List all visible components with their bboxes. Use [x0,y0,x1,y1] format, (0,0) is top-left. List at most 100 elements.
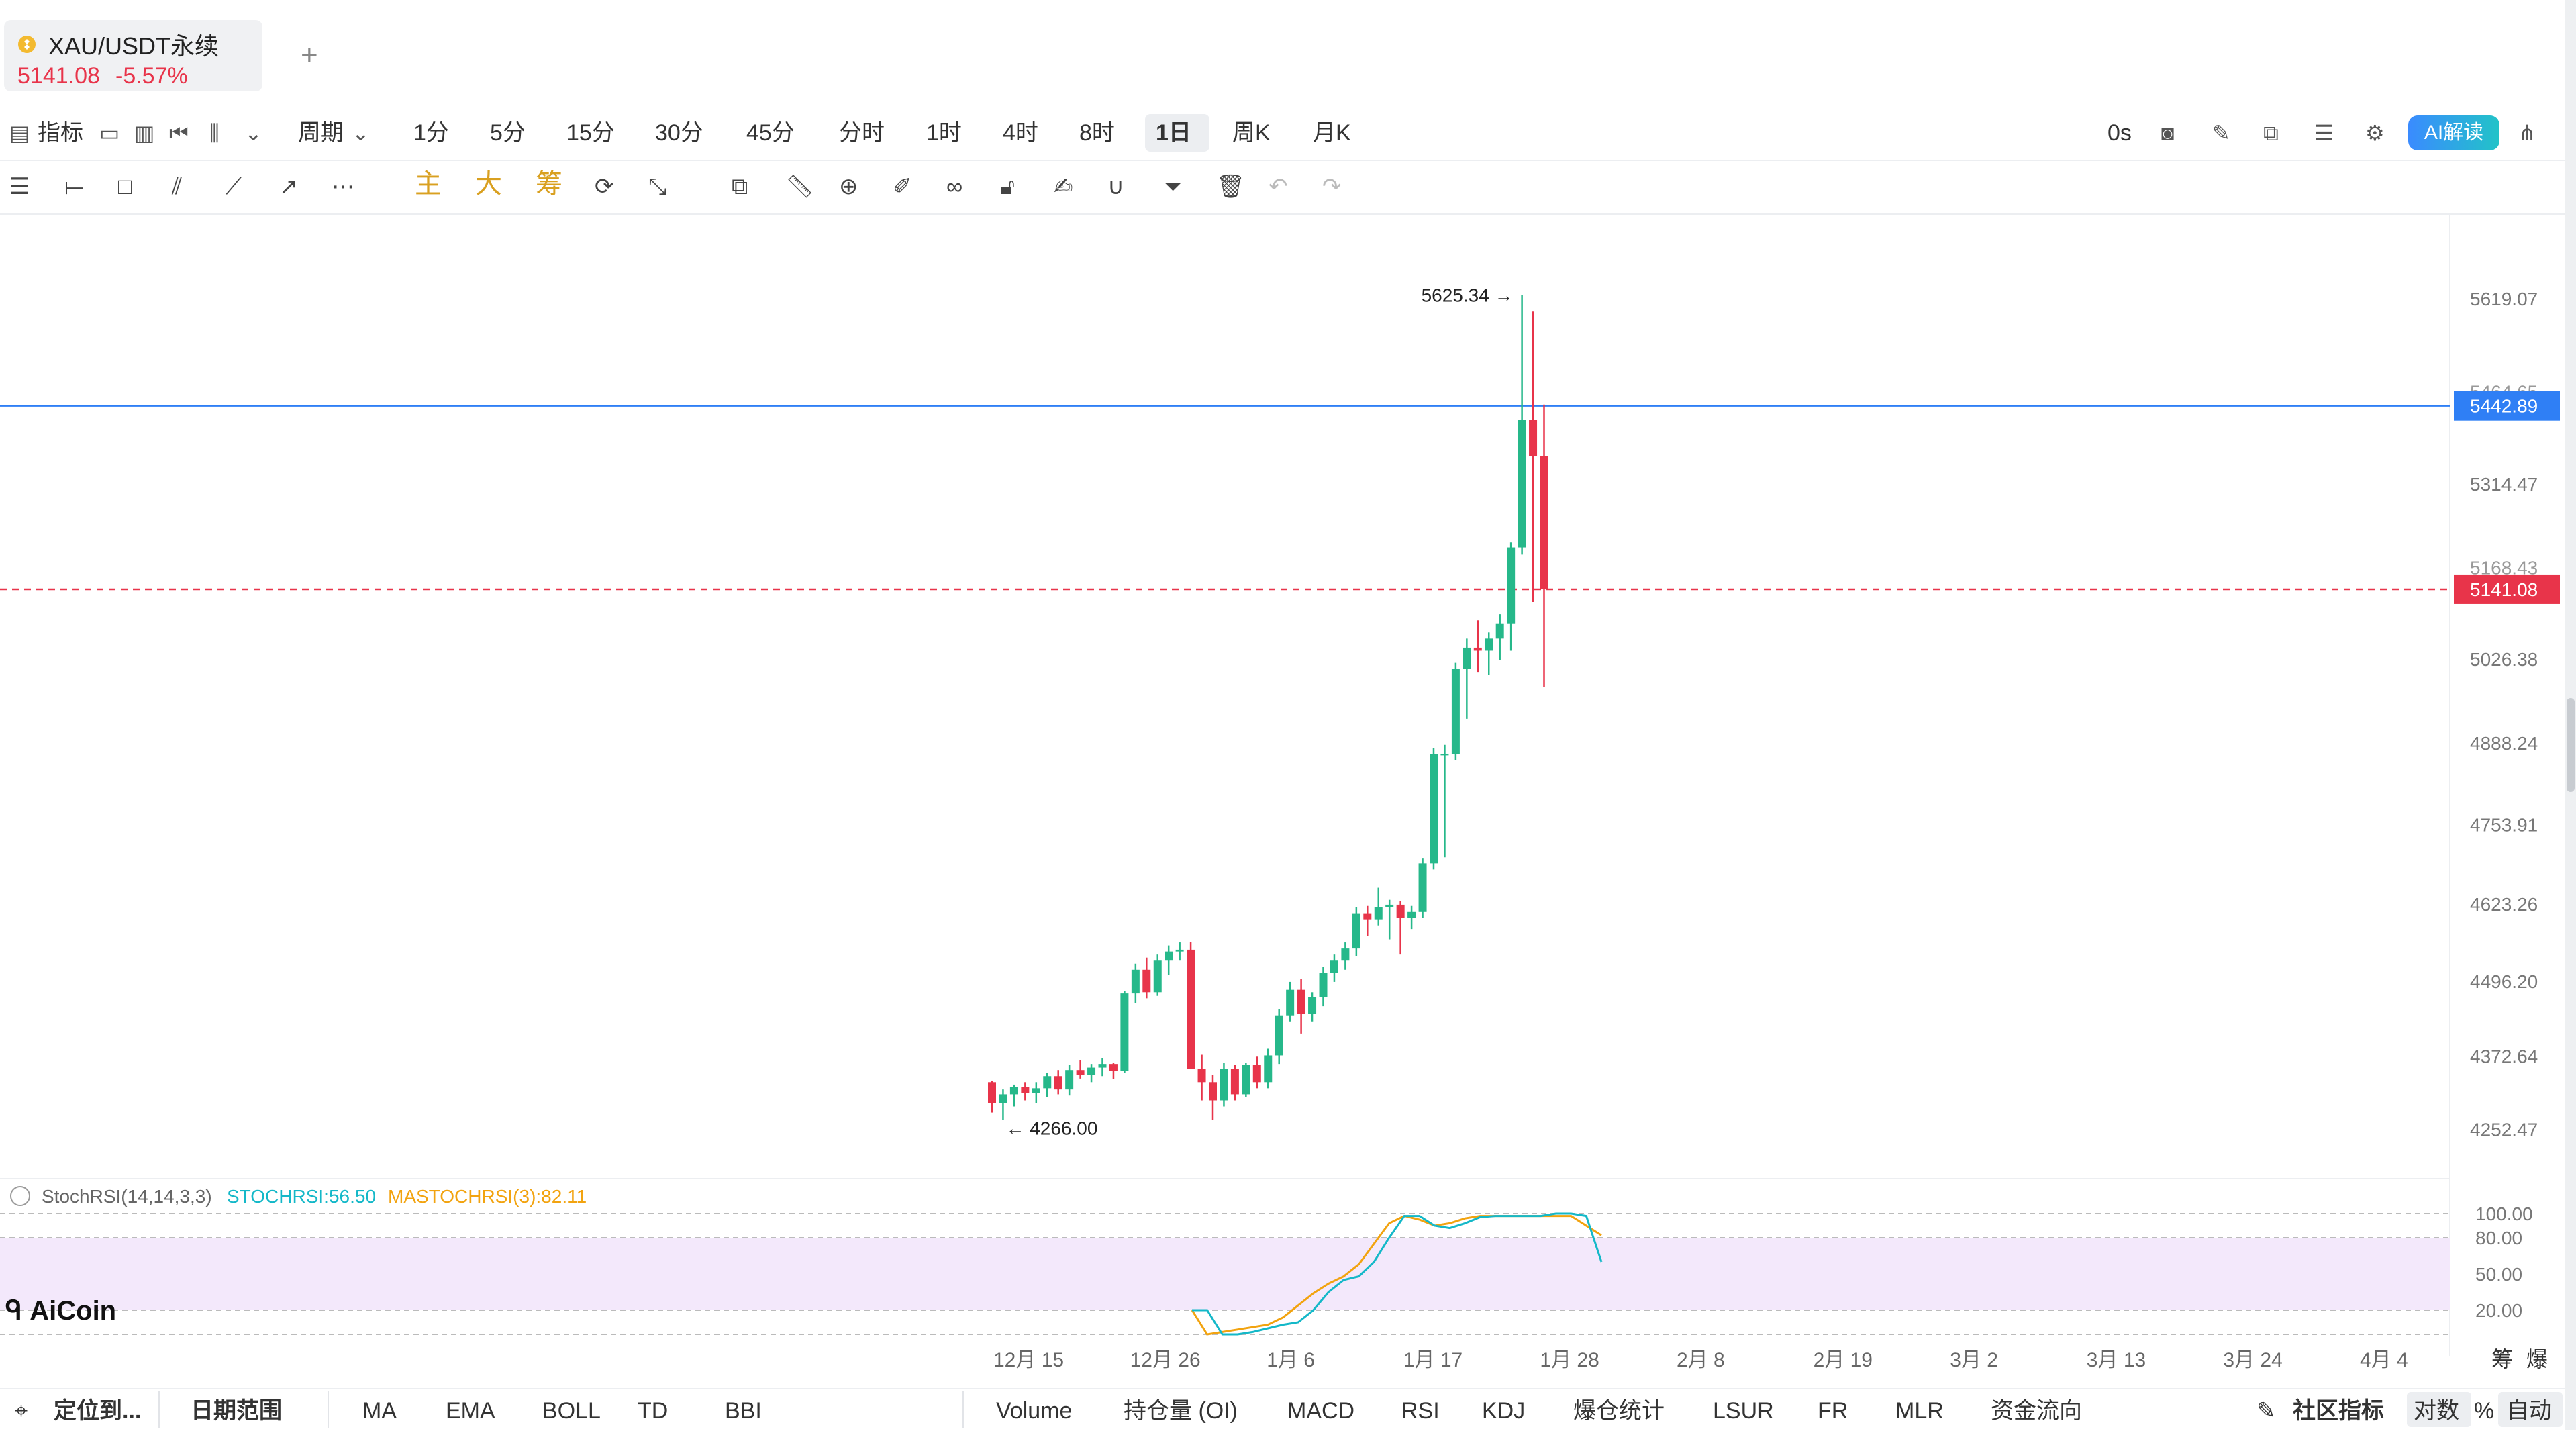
sub-indicator-7[interactable]: FR [1818,1398,1848,1424]
candle[interactable] [1275,1015,1283,1056]
indicator-button[interactable]: 指标 [38,120,83,146]
candle[interactable] [1175,949,1184,952]
auto-scale-toggle[interactable]: 自动 [2506,1398,2552,1424]
candle[interactable] [1485,638,1493,651]
main-indicator-boll[interactable]: BOLL [542,1398,601,1424]
period-5[interactable]: 分时 [839,120,885,146]
rectangle-tool-icon[interactable]: □ [118,174,132,199]
main-chart-toggle[interactable]: 主 [415,169,442,199]
percent-scale-toggle[interactable]: % [2474,1398,2495,1424]
sub-indicator-5[interactable]: 爆仓统计 [1573,1398,1665,1424]
price-chart[interactable]: 5619.07 5314.47 5026.38 4888.24 4753.91 4623.… [0,215,2565,1388]
period-10[interactable]: 周K [1232,120,1271,146]
candle[interactable] [1021,1087,1030,1093]
candle[interactable] [1518,420,1526,548]
main-indicator-ema[interactable]: EMA [446,1398,495,1424]
candle[interactable] [999,1094,1007,1103]
period-2[interactable]: 15分 [566,120,615,146]
undo-icon[interactable]: ↶ [1269,174,1288,199]
candle[interactable] [1451,669,1460,754]
candle[interactable] [1065,1070,1074,1090]
parallel-channel-tool-icon[interactable]: ⫽ [172,174,183,199]
magnet-icon[interactable]: ∪ [1107,174,1124,199]
candle[interactable] [1286,989,1295,1016]
candle[interactable] [1142,969,1151,993]
scrollbar-thumb[interactable] [2567,698,2575,792]
period-6[interactable]: 1时 [926,120,962,146]
locate-button[interactable]: 定位到... [54,1398,142,1424]
candle[interactable] [1385,904,1394,907]
window-icon[interactable]: ⧉ [2263,121,2279,145]
candle[interactable] [1507,547,1516,624]
candle[interactable] [1463,647,1471,669]
main-indicator-bbi[interactable]: BBI [725,1398,762,1424]
candle-type-icon[interactable]: ⫼ [209,121,219,145]
candle[interactable] [1209,1082,1217,1101]
candle[interactable] [1187,949,1195,1069]
trend-line-tool-icon[interactable]: ⟋ [226,174,242,199]
candle[interactable] [1418,863,1427,912]
visibility-icon[interactable]: ∞ [946,174,963,199]
ruler-icon[interactable]: 📏︎ [785,174,815,199]
symbol-tab[interactable] [4,20,262,91]
candle[interactable] [1098,1064,1107,1068]
sub-indicator-8[interactable]: MLR [1895,1398,1944,1424]
candle[interactable] [1131,969,1140,994]
main-indicator-ma[interactable]: MA [362,1398,397,1424]
candle[interactable] [1153,960,1162,993]
log-scale-toggle[interactable]: 对数 [2414,1398,2459,1424]
period-0[interactable]: 1分 [413,120,449,146]
sub-indicator-6[interactable]: LSUR [1713,1398,1774,1424]
candle[interactable] [1396,904,1405,918]
candle[interactable] [1165,951,1173,961]
menu-icon[interactable]: ☰ [9,174,30,199]
candle[interactable] [1308,997,1317,1014]
candle[interactable] [1495,623,1504,639]
sub-indicator-4[interactable]: KDJ [1482,1398,1526,1424]
candle[interactable] [1087,1067,1096,1075]
candle[interactable] [1009,1087,1018,1095]
candle[interactable] [988,1082,996,1103]
grid-icon[interactable]: ▥ [134,121,155,145]
candle[interactable] [1363,913,1372,920]
copy-icon[interactable]: ⧉ [732,174,748,199]
candle[interactable] [1120,993,1129,1071]
list-icon[interactable]: ☰ [2314,121,2334,145]
sub-indicator-1[interactable]: 持仓量 (OI) [1124,1398,1238,1424]
share-icon[interactable]: ⋔ [2518,121,2536,145]
candle[interactable] [1540,456,1548,589]
period-1[interactable]: 5分 [490,120,526,146]
candle[interactable] [1054,1076,1062,1090]
candle[interactable] [1473,647,1482,651]
horizontal-line-tool-icon[interactable]: ⟝ [64,174,84,199]
candle[interactable] [1252,1065,1261,1083]
measure-icon[interactable]: ⤡ [648,174,667,199]
date-range-button[interactable]: 日期范围 [191,1398,282,1424]
candle[interactable] [1197,1069,1206,1083]
candle[interactable] [1352,913,1360,949]
settings-icon[interactable]: ⚙ [2365,121,2385,145]
candle[interactable] [1529,420,1538,456]
sub-indicator-2[interactable]: MACD [1287,1398,1355,1424]
chip-toggle[interactable]: 筹 [536,169,562,199]
candle[interactable] [1330,960,1338,973]
candle[interactable] [1109,1064,1118,1071]
community-indicator-button[interactable]: 社区指标 [2293,1398,2384,1424]
candle[interactable] [1341,948,1350,961]
replay-icon[interactable]: ⏮ [169,121,189,145]
candle[interactable] [1319,973,1328,997]
lock-icon[interactable]: 🔓︎ [1000,174,1015,199]
candle[interactable] [1076,1070,1085,1075]
main-indicator-td[interactable]: TD [638,1398,668,1424]
brush-icon[interactable]: ✐ [893,174,912,199]
candle[interactable] [1264,1055,1273,1083]
trash-icon[interactable]: 🗑︎ [1216,174,1246,199]
candle[interactable] [1032,1088,1040,1093]
sub-indicator-9[interactable]: 资金流向 [1991,1398,2082,1424]
layout-icon[interactable]: ▭ [99,121,120,145]
chevron-down-icon[interactable]: ⌄ [244,121,262,145]
candle[interactable] [1407,911,1416,918]
candle[interactable] [1440,754,1449,756]
big-order-toggle[interactable]: 大 [475,169,502,199]
period-7[interactable]: 4时 [1003,120,1038,146]
